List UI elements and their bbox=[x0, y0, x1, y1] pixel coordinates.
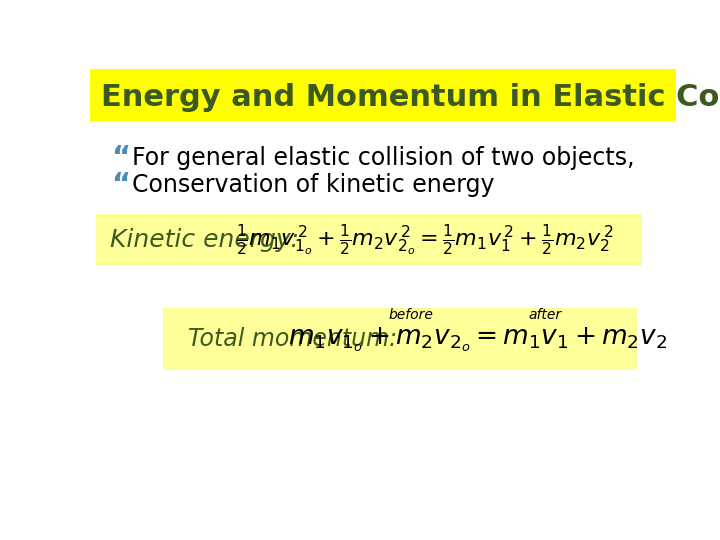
Text: Conservation of kinetic energy: Conservation of kinetic energy bbox=[132, 173, 495, 198]
Text: after: after bbox=[528, 308, 562, 322]
Text: “: “ bbox=[112, 171, 132, 199]
FancyBboxPatch shape bbox=[90, 69, 676, 121]
Text: For general elastic collision of two objects,: For general elastic collision of two obj… bbox=[132, 146, 634, 170]
Text: Kinetic energy:: Kinetic energy: bbox=[109, 228, 299, 252]
Text: $\frac{1}{2}m_1v_{1_o}^{\,2} + \frac{1}{2}m_2v_{2_o}^{\,2} = \frac{1}{2}m_1v_1^{: $\frac{1}{2}m_1v_{1_o}^{\,2} + \frac{1}{… bbox=[236, 222, 613, 258]
Text: “: “ bbox=[112, 144, 132, 172]
FancyBboxPatch shape bbox=[163, 308, 637, 370]
Text: before: before bbox=[388, 308, 433, 322]
Text: Total momentum:: Total momentum: bbox=[188, 327, 397, 351]
FancyBboxPatch shape bbox=[96, 214, 642, 266]
Text: Energy and Momentum in Elastic Collisions: Energy and Momentum in Elastic Collision… bbox=[101, 83, 720, 112]
Text: $m_1v_{1_o} + m_2v_{2_o} = m_1v_1 + m_2v_2$: $m_1v_{1_o} + m_2v_{2_o} = m_1v_1 + m_2v… bbox=[288, 326, 667, 354]
